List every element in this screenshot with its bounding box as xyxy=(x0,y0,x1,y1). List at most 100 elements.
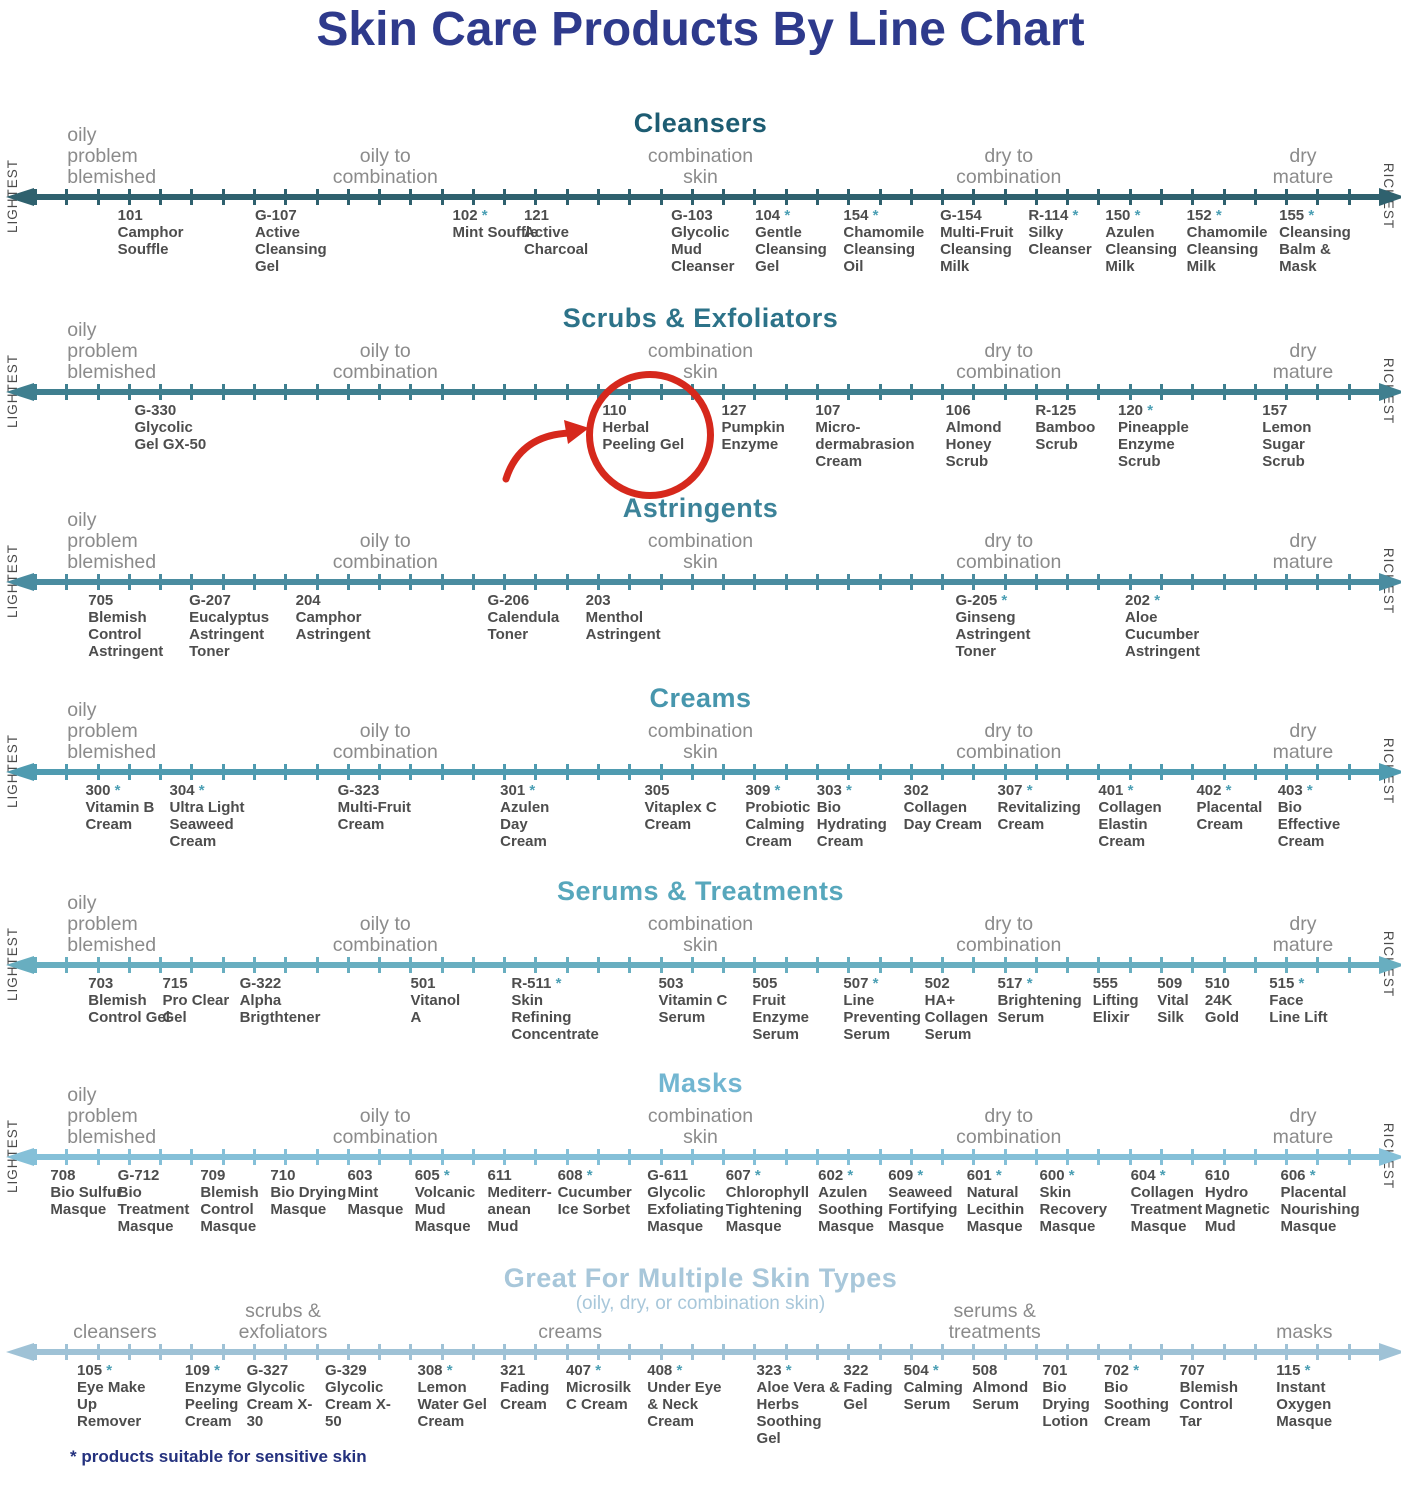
product-name: Chlorophyll Tightening Masque xyxy=(725,1184,810,1235)
product-code: 517 * xyxy=(997,975,1033,992)
product-code: 610 xyxy=(1204,1167,1230,1184)
product-name: Calming Serum xyxy=(903,1379,963,1413)
axis-tick xyxy=(659,189,663,205)
highlight-circle xyxy=(586,371,715,499)
product-item: R-125 Bamboo Scrub xyxy=(1035,402,1121,453)
axis-tick xyxy=(878,574,882,590)
product-name: Pro Clear Gel xyxy=(162,992,230,1026)
product-item: G-206 Calendula Toner xyxy=(488,592,574,643)
axis-tick xyxy=(96,957,100,973)
product-name: Glycolic Cream X-50 xyxy=(325,1379,391,1430)
product-star: * xyxy=(1001,592,1008,609)
product-code: G-327 xyxy=(246,1362,289,1379)
axis-tick xyxy=(378,574,382,590)
product-item: 515 * Face Line Lift xyxy=(1269,975,1335,1026)
axis-tick xyxy=(1285,764,1289,780)
axis-tick xyxy=(597,764,601,780)
axis-tick xyxy=(159,1149,163,1165)
product-code: G-103 xyxy=(671,207,713,224)
product-item: 502 HA+ Collagen Serum xyxy=(925,975,1011,1043)
product-item: 120 * Pineapple Enzyme Scrub xyxy=(1118,402,1204,470)
axis-tick xyxy=(753,189,757,205)
axis-tick xyxy=(1128,574,1132,590)
product-item: G-103 Glycolic Mud Cleanser xyxy=(671,207,757,275)
product-star: * xyxy=(1225,782,1232,799)
product-item: G-712 Bio Treatment Masque xyxy=(118,1167,204,1235)
axis-tick xyxy=(127,957,131,973)
axis-tick xyxy=(597,957,601,973)
axis-tick xyxy=(753,574,757,590)
axis-tick xyxy=(690,574,694,590)
product-name: Almond Honey Scrub xyxy=(945,419,1002,470)
product-name: Silky Cleanser xyxy=(1028,224,1092,258)
axis-tick xyxy=(1003,574,1007,590)
axis-tick xyxy=(909,1149,913,1165)
product-name: Fading Cream xyxy=(500,1379,550,1413)
axis-tick xyxy=(972,1344,976,1360)
product-code: 403 * xyxy=(1277,782,1313,799)
product-name: Enzyme Peeling Cream xyxy=(184,1379,242,1430)
axis-tick xyxy=(96,1149,100,1165)
axis-tick xyxy=(1128,1344,1132,1360)
product-item: 105 * Eye Make Up Remover xyxy=(77,1362,163,1430)
axis-tick xyxy=(847,384,851,400)
product-name: Camphor Astringent xyxy=(295,609,371,643)
axis-tick xyxy=(252,384,256,400)
axis-tick xyxy=(1191,384,1195,400)
product-code: G-107 xyxy=(254,207,297,224)
product-item: 157 Lemon Sugar Scrub xyxy=(1262,402,1348,470)
axis-tick xyxy=(628,764,632,780)
product-star: * xyxy=(1026,782,1033,799)
product-name: Vital Silk xyxy=(1157,992,1189,1026)
product-code: G-329 xyxy=(325,1362,367,1379)
axis-tick xyxy=(34,764,37,780)
axis-tick xyxy=(1222,957,1226,973)
axis-tick xyxy=(1066,1149,1070,1165)
product-item: 601 * Natural Lecithin Masque xyxy=(967,1167,1053,1235)
axis-tick xyxy=(1191,189,1195,205)
axis-tick xyxy=(597,1344,601,1360)
axis-tick xyxy=(503,1149,507,1165)
axis-tick xyxy=(1003,384,1007,400)
skin-type-label: combination skin xyxy=(647,913,754,956)
axis-tick xyxy=(1222,764,1226,780)
axis-tick xyxy=(1253,574,1257,590)
axis-tick xyxy=(628,1149,632,1165)
product-star: * xyxy=(1026,975,1033,992)
section-heading: Creams xyxy=(649,683,752,713)
product-item: 305 Vitaplex C Cream xyxy=(644,782,730,833)
section-astringents: Astringents oily problem blemished oily to co… xyxy=(0,485,1401,680)
product-item: 605 * Volcanic Mud Masque xyxy=(415,1167,501,1235)
product-name: Ginseng Astringent Toner xyxy=(955,609,1031,660)
axis-tick xyxy=(221,957,225,973)
axis-tick xyxy=(1222,189,1226,205)
skin-type-label: oily to combination xyxy=(332,913,438,956)
product-item: 301 * Azulen Day Cream xyxy=(500,782,560,850)
axis-tick xyxy=(190,384,194,400)
axis-tick xyxy=(159,189,163,205)
product-item: 322 Fading Gel xyxy=(843,1362,899,1413)
axis-tick xyxy=(190,1344,194,1360)
skin-type-label: oily problem blemished xyxy=(67,124,157,188)
axis-tick xyxy=(1066,764,1070,780)
product-code: 323 * xyxy=(756,1362,792,1379)
axis-tick xyxy=(690,189,694,205)
product-item: 204 Camphor Astringent xyxy=(296,592,382,643)
product-star: * xyxy=(443,1167,450,1184)
axis-tick xyxy=(534,189,538,205)
axis-tick xyxy=(503,957,507,973)
labels-layer: oily problem blemished oily to combination co… xyxy=(0,100,1401,194)
axis-tick xyxy=(972,574,976,590)
axis-tick xyxy=(315,384,319,400)
product-code: 501 xyxy=(410,975,436,992)
product-name: Skin Refining Concentrate xyxy=(511,992,599,1043)
product-code: 105 * xyxy=(77,1362,113,1379)
axis-tick xyxy=(628,189,632,205)
product-item: 606 * Placental Nourishing Masque xyxy=(1281,1167,1367,1235)
axis-tick xyxy=(190,1149,194,1165)
product-item: 202 * Aloe Cucumber Astringent xyxy=(1125,592,1211,660)
product-name: Glycolic Exfoliating Masque xyxy=(647,1184,724,1235)
product-name: Fading Gel xyxy=(843,1379,893,1413)
product-code: 305 xyxy=(644,782,670,799)
axis-tick xyxy=(1128,957,1132,973)
